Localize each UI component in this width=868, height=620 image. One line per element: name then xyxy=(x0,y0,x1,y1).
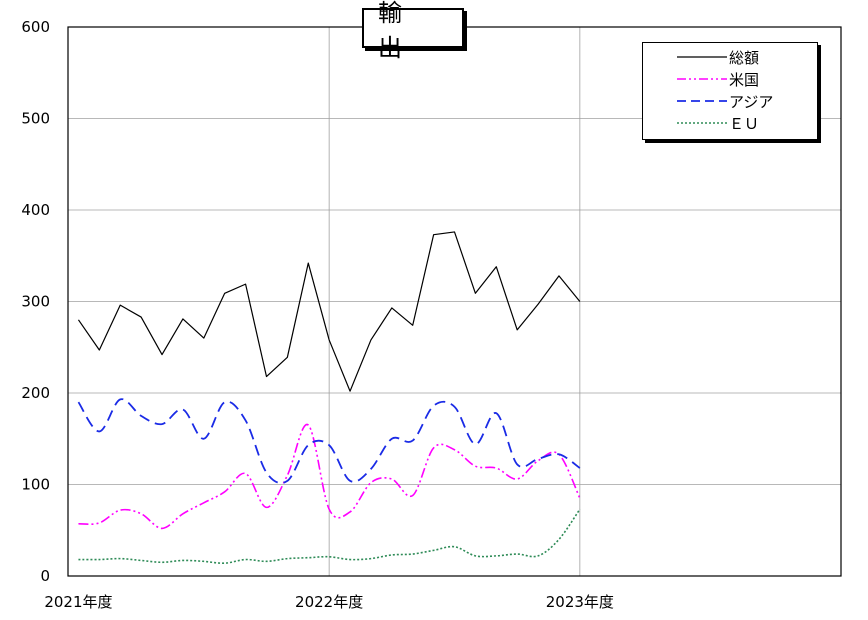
legend-item-usa: 米国 xyxy=(677,69,759,89)
y-tick-label: 300 xyxy=(21,293,50,311)
y-tick-labels: 0 100 200 300 400 500 600 xyxy=(21,18,50,585)
series-lines xyxy=(77,231,581,565)
legend-swatch-eu xyxy=(677,122,727,124)
legend-item-asia: アジア xyxy=(677,91,773,111)
legend-swatch-total xyxy=(677,56,727,58)
series-line-asia xyxy=(77,398,581,484)
y-tick-label: 400 xyxy=(21,201,50,219)
y-tick-label: 600 xyxy=(21,18,50,36)
y-tick-label: 200 xyxy=(21,384,50,402)
legend-item-eu: ＥＵ xyxy=(677,113,759,133)
x-tick-label: 2023年度 xyxy=(546,593,614,611)
y-tick-label: 0 xyxy=(40,567,50,585)
x-tick-label: 2021年度 xyxy=(44,593,112,611)
series-line-usa xyxy=(78,424,581,530)
chart-title-text: 輸 出 xyxy=(378,0,462,62)
y-tick-label: 100 xyxy=(21,476,50,494)
legend-swatch-asia xyxy=(677,100,727,102)
y-tick-label: 500 xyxy=(21,110,50,128)
chart-title: 輸 出 xyxy=(362,0,464,62)
chart-legend: 総額 米国 アジア ＥＵ xyxy=(642,42,818,140)
x-tick-label: 2022年度 xyxy=(295,593,363,611)
legend-label-usa: 米国 xyxy=(729,70,760,89)
legend-label-eu: ＥＵ xyxy=(729,114,760,133)
legend-swatch-usa xyxy=(677,78,727,80)
series-line-total xyxy=(77,231,581,392)
legend-item-total: 総額 xyxy=(677,47,759,67)
legend-label-asia: アジア xyxy=(729,92,774,111)
x-tick-labels: 2021年度 2022年度 2023年度 xyxy=(44,593,614,611)
legend-label-total: 総額 xyxy=(729,48,760,67)
